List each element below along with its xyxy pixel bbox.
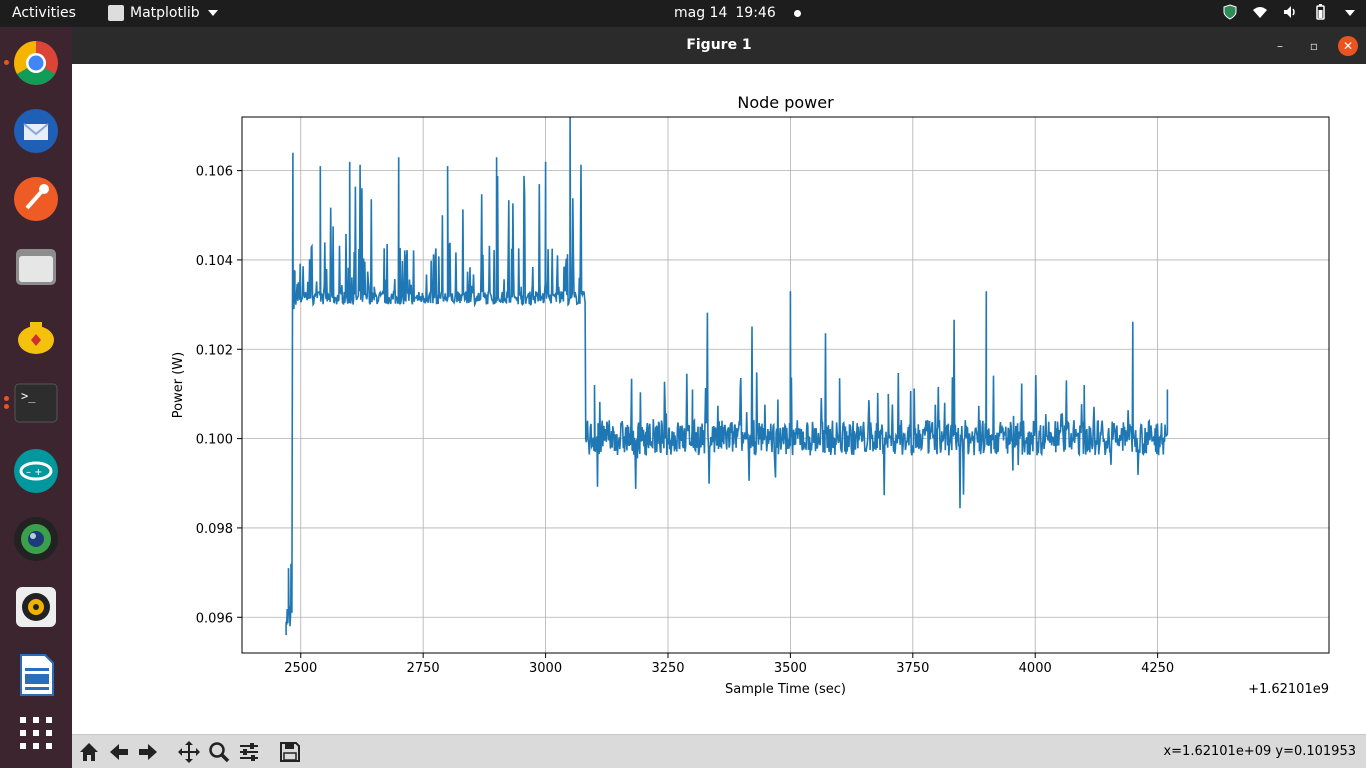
app-menu-label: Matplotlib (130, 5, 200, 21)
x-tick-label: 3250 (651, 661, 684, 676)
pan-button[interactable] (176, 739, 202, 765)
save-icon (280, 742, 300, 762)
y-tick-label: 0.100 (196, 433, 233, 448)
svg-text:– +: – + (26, 467, 43, 478)
shield-icon[interactable] (1222, 4, 1238, 20)
app-grid-icon[interactable] (12, 709, 60, 757)
wifi-icon[interactable] (1252, 4, 1268, 20)
running-indicator-icon (4, 60, 9, 65)
top-bar: Activities Matplotlib mag 14 19:46 (0, 0, 1366, 27)
x-tick-label: 2500 (284, 661, 317, 676)
configure-subplots-button[interactable] (236, 739, 262, 765)
figure-canvas[interactable]: 2500 2750 3000 3250 3500 3750 4000 4250 0.096 0.0… (72, 64, 1366, 734)
zoom-button[interactable] (206, 739, 232, 765)
close-button[interactable]: ✕ (1338, 36, 1358, 56)
dock: >_ – + (0, 27, 72, 768)
power-series-line (285, 116, 1169, 636)
svg-text:>_: >_ (21, 389, 36, 403)
x-axis-label: Sample Time (sec) (725, 682, 846, 697)
minimize-button[interactable]: – (1277, 39, 1283, 53)
configure-subplots-icon (240, 743, 258, 761)
x-tick-label: 3000 (529, 661, 562, 676)
y-tick-label: 0.102 (196, 343, 233, 358)
power-menu-caret-icon[interactable] (1342, 4, 1358, 20)
clock-time: 19:46 (735, 5, 776, 21)
series-layer (285, 116, 1169, 636)
genie-icon[interactable] (12, 311, 60, 359)
zoom-icon (209, 742, 230, 763)
y-tick-label: 0.104 (196, 254, 233, 269)
arduino-icon[interactable]: – + (12, 447, 60, 495)
notification-dot-icon (793, 9, 801, 17)
running-indicator-icon (4, 404, 9, 409)
x-tick-label: 4250 (1141, 661, 1174, 676)
camera-icon[interactable] (12, 515, 60, 563)
back-button[interactable] (106, 739, 132, 765)
y-tick-label: 0.098 (196, 522, 233, 537)
x-offset-label: +1.62101e9 (1248, 682, 1329, 697)
activities-button[interactable]: Activities (12, 5, 76, 21)
x-tick-label: 3750 (896, 661, 929, 676)
forward-button[interactable] (135, 739, 161, 765)
y-tick-label: 0.096 (196, 611, 233, 626)
thunderbird-icon[interactable] (12, 107, 60, 155)
figure-window: Figure 1 – ▫ ✕ 2500 2750 3000 3250 3500 3750 4… (72, 27, 1366, 768)
cursor-coordinates: x=1.62101e+09 y=0.101953 (1163, 744, 1356, 759)
plot[interactable]: 2500 2750 3000 3250 3500 3750 4000 4250 0.096 0.0… (72, 64, 1366, 734)
postman-icon[interactable] (12, 175, 60, 223)
window-titlebar[interactable]: Figure 1 – ▫ ✕ (72, 27, 1366, 64)
clock-date: mag 14 (674, 5, 728, 21)
volume-icon[interactable] (1282, 4, 1298, 20)
navigation-toolbar: x=1.62101e+09 y=0.101953 (72, 734, 1366, 768)
forward-icon (139, 744, 157, 760)
save-button[interactable] (277, 739, 303, 765)
terminal-icon[interactable]: >_ (12, 379, 60, 427)
chevron-down-icon (207, 10, 218, 16)
matplotlib-app-icon (108, 5, 124, 21)
window-title: Figure 1 (686, 37, 752, 53)
chrome-icon[interactable] (12, 39, 60, 87)
x-tick-label: 3500 (774, 661, 807, 676)
axes-frame (241, 116, 1330, 654)
app-menu[interactable]: Matplotlib (108, 5, 218, 21)
back-icon (110, 744, 128, 760)
ticks: 2500 2750 3000 3250 3500 3750 4000 4250 0.096 0.0… (196, 165, 1174, 676)
running-indicator-icon (4, 396, 9, 401)
x-tick-label: 4000 (1019, 661, 1052, 676)
y-tick-label: 0.106 (196, 165, 233, 180)
rhythmbox-icon[interactable] (12, 583, 60, 631)
home-button[interactable] (76, 739, 102, 765)
x-tick-label: 2750 (407, 661, 440, 676)
files-icon[interactable] (12, 243, 60, 291)
chart-title: Node power (737, 93, 834, 112)
maximize-button[interactable]: ▫ (1309, 39, 1319, 53)
clock[interactable]: mag 14 19:46 (674, 5, 801, 21)
writer-icon[interactable] (12, 651, 60, 699)
pan-icon (178, 741, 200, 763)
grid (242, 117, 1329, 653)
home-icon (80, 743, 98, 761)
battery-icon[interactable] (1312, 4, 1328, 20)
system-tray[interactable] (1222, 4, 1358, 20)
y-axis-label: Power (W) (171, 352, 186, 418)
